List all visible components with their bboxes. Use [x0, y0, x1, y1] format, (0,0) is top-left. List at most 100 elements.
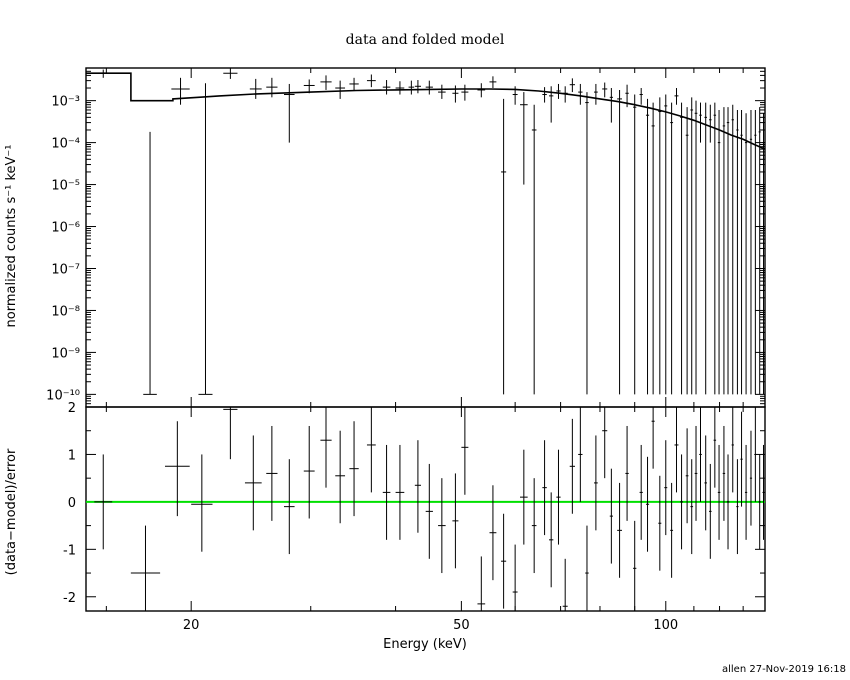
residual-point: [556, 449, 561, 545]
residual-point: [658, 475, 662, 571]
x-tick-label: 50: [453, 618, 470, 633]
y-tick-label: 10⁻³: [51, 95, 80, 110]
data-point: [726, 107, 730, 395]
data-point: [501, 98, 507, 395]
data-point: [680, 102, 683, 395]
data-point: [284, 83, 295, 143]
data-point: [461, 84, 469, 101]
bottom-y-axis-label: (data−model)/error: [4, 448, 19, 575]
residual-point: [349, 421, 359, 517]
data-point: [722, 107, 726, 395]
residual-point: [602, 407, 608, 479]
residual-point: [762, 444, 765, 540]
residual-point: [685, 428, 689, 524]
data-point: [758, 107, 761, 395]
data-point: [762, 113, 765, 395]
residual-point: [639, 444, 643, 540]
residual-point: [699, 407, 702, 502]
data-point: [694, 100, 698, 395]
data-point: [744, 113, 748, 395]
residual-point: [94, 454, 113, 550]
top-y-axis-label: normalized counts s⁻¹ keV⁻¹: [4, 145, 19, 328]
residual-point: [722, 425, 726, 521]
residual-point: [670, 482, 674, 578]
residual-point: [489, 485, 497, 581]
data-point: [489, 76, 497, 89]
data-point: [223, 68, 238, 79]
residual-point: [395, 444, 405, 540]
data-point: [531, 104, 537, 395]
residual-point: [651, 407, 655, 469]
x-tick-label: 100: [653, 618, 678, 633]
residual-point: [578, 407, 583, 502]
bottom-panel-ticks: 20 50 100 -2 -1 0 1 2: [63, 401, 766, 633]
residual-point: [726, 454, 730, 550]
data-point: [709, 104, 712, 143]
residual-point: [633, 520, 637, 611]
data-point: [633, 94, 637, 395]
residual-point: [569, 418, 575, 514]
residual-point: [320, 407, 332, 488]
data-point: [477, 83, 486, 98]
data-point: [749, 109, 753, 395]
data-point: [452, 85, 459, 103]
top-panel-frame: [85, 67, 766, 408]
data-point: [585, 92, 589, 395]
data-point: [651, 102, 655, 395]
residual-point: [303, 425, 315, 519]
data-point: [736, 109, 739, 395]
data-point: [198, 83, 213, 395]
residual-point: [335, 430, 346, 524]
data-point: [249, 78, 262, 99]
y-tick-label: 1: [68, 448, 76, 463]
model-curve: [86, 72, 766, 150]
residual-point: [414, 440, 421, 533]
data-point: [645, 98, 650, 395]
y-tick-label: 0: [68, 496, 76, 511]
residual-point: [736, 459, 739, 555]
residual-point: [284, 459, 295, 555]
data-point: [349, 77, 359, 91]
data-point: [556, 83, 561, 99]
residual-point: [674, 407, 679, 493]
residual-point: [542, 440, 547, 536]
data-point: [335, 80, 346, 99]
data-point: [731, 104, 734, 395]
data-point: [699, 102, 702, 143]
data-points: [94, 68, 765, 395]
chart-title: data and folded model: [346, 32, 505, 48]
data-point: [382, 80, 391, 95]
data-point: [609, 88, 613, 123]
residual-point: [713, 407, 717, 488]
data-point: [658, 97, 662, 395]
data-point: [625, 84, 629, 108]
residual-point: [366, 407, 376, 493]
data-point: [266, 77, 278, 98]
data-point: [685, 107, 689, 395]
y-tick-label: 10⁻¹⁰: [46, 388, 80, 403]
residual-point: [130, 525, 161, 611]
residual-point: [585, 525, 589, 611]
data-point: [690, 97, 694, 395]
residual-point: [744, 444, 748, 540]
data-point: [670, 102, 674, 395]
model-line: [86, 72, 766, 150]
data-point: [617, 89, 622, 395]
residual-point: [461, 407, 469, 495]
data-point: [674, 88, 679, 105]
residual-point: [164, 421, 190, 517]
data-point: [320, 75, 332, 90]
residual-point: [562, 558, 568, 611]
residual-point: [709, 463, 712, 559]
data-point: [602, 82, 608, 98]
residual-point: [731, 407, 734, 493]
residual-point: [754, 407, 757, 502]
data-point: [438, 84, 446, 99]
top-panel-ticks: 10⁻³ 10⁻⁴ 10⁻⁵ 10⁻⁶ 10⁻⁷ 10⁻⁸ 10⁻⁹ 10⁻¹⁰: [46, 67, 766, 407]
residual-point: [452, 473, 459, 569]
data-point: [639, 88, 643, 105]
data-point: [143, 131, 157, 395]
residual-point: [244, 435, 262, 531]
residual-point: [594, 435, 598, 531]
